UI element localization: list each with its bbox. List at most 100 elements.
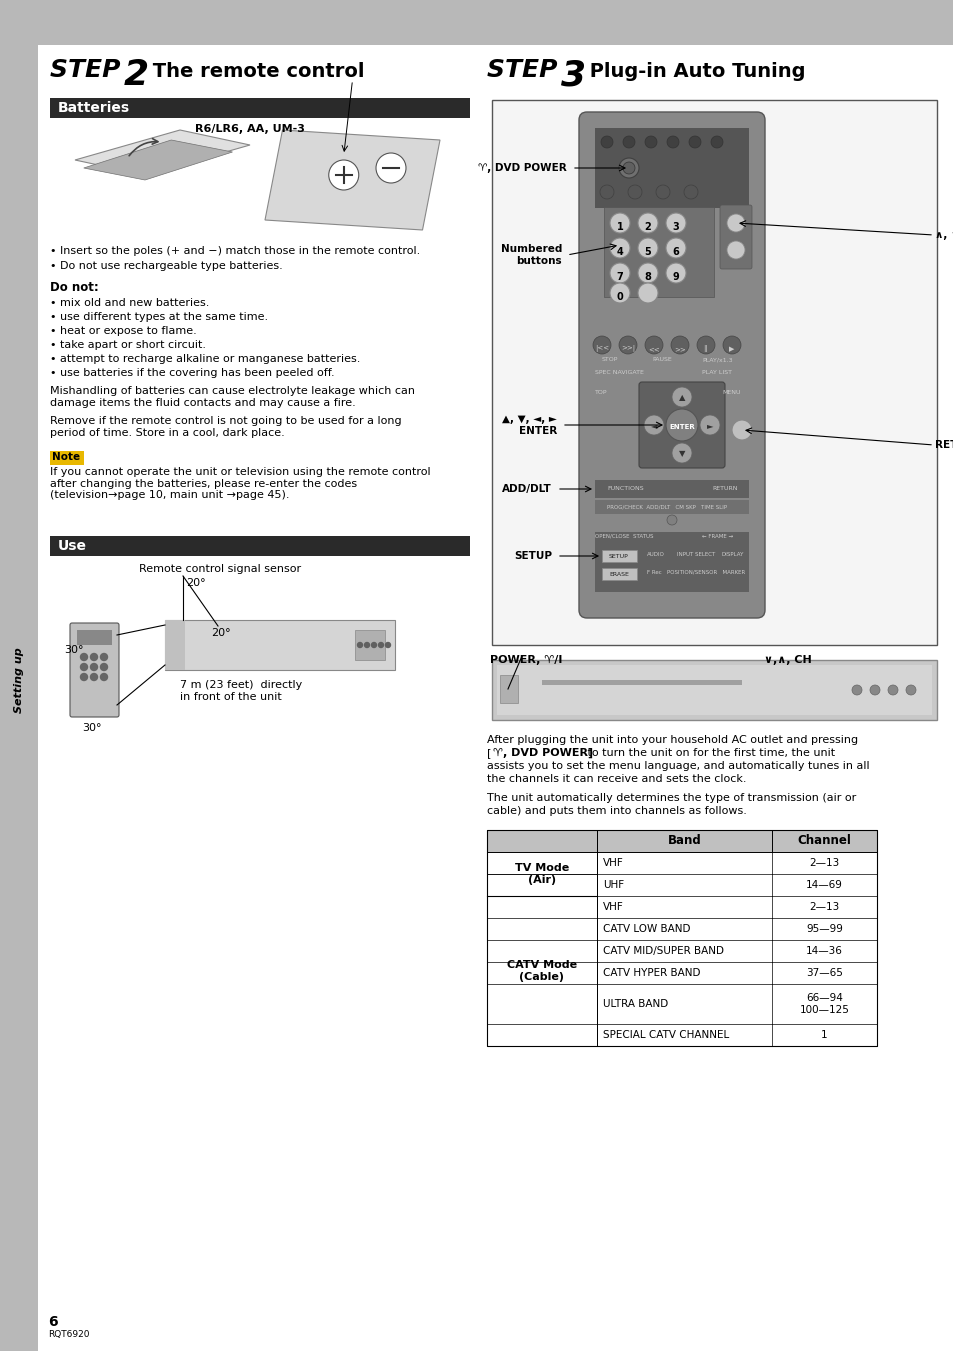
Text: TOP: TOP xyxy=(595,390,607,394)
Text: >>: >> xyxy=(674,346,685,353)
Text: PROG/CHECK  ADD/DLT   CM SKP   TIME SLIP: PROG/CHECK ADD/DLT CM SKP TIME SLIP xyxy=(606,504,726,509)
Text: ▶: ▶ xyxy=(728,346,734,353)
Circle shape xyxy=(726,240,744,259)
Text: 30°: 30° xyxy=(82,723,101,734)
Text: PLAY LIST: PLAY LIST xyxy=(701,370,731,376)
Text: ERASE: ERASE xyxy=(608,571,628,577)
Circle shape xyxy=(622,162,635,174)
FancyBboxPatch shape xyxy=(639,382,724,467)
Bar xyxy=(486,896,876,917)
Text: |<<: |<< xyxy=(595,346,608,353)
Circle shape xyxy=(726,213,744,232)
Text: 20°: 20° xyxy=(186,578,206,588)
Text: ►: ► xyxy=(706,422,713,431)
Polygon shape xyxy=(265,130,439,230)
Bar xyxy=(486,830,876,852)
Text: POWER, ♈/I: POWER, ♈/I xyxy=(490,655,561,665)
Bar xyxy=(499,676,517,703)
Text: 2: 2 xyxy=(644,222,651,232)
Text: The unit automatically determines the type of transmission (air or: The unit automatically determines the ty… xyxy=(486,793,856,802)
FancyBboxPatch shape xyxy=(578,112,764,617)
Bar xyxy=(165,620,395,670)
Text: <<: << xyxy=(647,346,659,353)
Polygon shape xyxy=(75,130,250,176)
Circle shape xyxy=(700,415,720,435)
Text: STEP: STEP xyxy=(50,58,129,82)
Circle shape xyxy=(100,663,108,670)
Text: Do not:: Do not: xyxy=(50,281,99,295)
Text: • use batteries if the covering has been peeled off.: • use batteries if the covering has been… xyxy=(50,367,335,378)
Circle shape xyxy=(91,663,97,670)
Bar xyxy=(595,532,748,592)
Text: RETURN: RETURN xyxy=(934,440,953,450)
Circle shape xyxy=(375,153,406,182)
Text: PAUSE: PAUSE xyxy=(651,357,671,362)
Circle shape xyxy=(688,136,700,149)
Circle shape xyxy=(378,643,383,647)
Circle shape xyxy=(622,136,635,149)
Text: 0: 0 xyxy=(616,292,622,303)
Circle shape xyxy=(609,263,629,282)
Bar xyxy=(0,1305,953,1351)
Circle shape xyxy=(600,136,613,149)
Bar xyxy=(355,630,385,661)
Text: TV Mode
(Air): TV Mode (Air) xyxy=(515,863,569,885)
Circle shape xyxy=(609,282,629,303)
Text: AUDIO: AUDIO xyxy=(646,553,664,557)
Text: ▲: ▲ xyxy=(678,393,684,403)
Bar xyxy=(595,480,748,499)
Text: SPECIAL CATV CHANNEL: SPECIAL CATV CHANNEL xyxy=(602,1029,728,1040)
Circle shape xyxy=(710,136,722,149)
Circle shape xyxy=(665,263,685,282)
Bar xyxy=(492,661,936,720)
Text: Remove if the remote control is not going to be used for a long
period of time. : Remove if the remote control is not goin… xyxy=(50,416,401,438)
Text: • Do not use rechargeable type batteries.: • Do not use rechargeable type batteries… xyxy=(50,261,282,272)
Text: • Insert so the poles (+ and −) match those in the remote control.: • Insert so the poles (+ and −) match th… xyxy=(50,246,420,255)
Text: FUNCTIONS: FUNCTIONS xyxy=(606,486,643,492)
Text: 95—99: 95—99 xyxy=(805,924,842,934)
Circle shape xyxy=(671,386,691,407)
Text: PLAY/x1.3: PLAY/x1.3 xyxy=(701,357,732,362)
Bar xyxy=(492,100,936,644)
Bar xyxy=(165,620,185,670)
Bar xyxy=(0,45,38,1305)
Text: Batteries: Batteries xyxy=(58,101,130,115)
Text: MENU: MENU xyxy=(721,390,740,394)
Text: After plugging the unit into your household AC outlet and pressing: After plugging the unit into your househ… xyxy=(486,735,858,744)
Bar xyxy=(486,984,876,1024)
Text: OPEN/CLOSE  STATUS: OPEN/CLOSE STATUS xyxy=(595,534,653,539)
Circle shape xyxy=(666,515,677,526)
Text: >>|: >>| xyxy=(620,346,635,353)
Bar xyxy=(601,550,637,562)
Bar xyxy=(486,830,876,1046)
Text: 7: 7 xyxy=(616,272,622,282)
Circle shape xyxy=(665,409,698,440)
Circle shape xyxy=(656,185,669,199)
Text: ▲, ▼, ◄, ►
ENTER: ▲, ▼, ◄, ► ENTER xyxy=(501,415,557,436)
Bar xyxy=(603,207,713,297)
Bar xyxy=(0,0,953,45)
Text: ▼: ▼ xyxy=(678,450,684,458)
Circle shape xyxy=(731,420,751,440)
Circle shape xyxy=(329,159,358,190)
Text: Band: Band xyxy=(667,835,700,847)
Text: ∨,∧, CH: ∨,∧, CH xyxy=(763,655,811,665)
Text: CATV MID/SUPER BAND: CATV MID/SUPER BAND xyxy=(602,946,723,957)
Text: RQT6920: RQT6920 xyxy=(48,1329,90,1339)
Text: ADD/DLT: ADD/DLT xyxy=(501,484,552,494)
Text: CATV LOW BAND: CATV LOW BAND xyxy=(602,924,690,934)
Circle shape xyxy=(91,654,97,661)
Text: ♈, DVD POWER]: ♈, DVD POWER] xyxy=(493,748,593,758)
Circle shape xyxy=(91,674,97,681)
Text: ENTER: ENTER xyxy=(668,424,694,430)
Text: ULTRA BAND: ULTRA BAND xyxy=(602,998,667,1009)
Text: SPEC NAVIGATE: SPEC NAVIGATE xyxy=(595,370,643,376)
Text: R6/LR6, AA, UM-3: R6/LR6, AA, UM-3 xyxy=(194,124,305,134)
Bar xyxy=(50,536,470,557)
Circle shape xyxy=(638,282,658,303)
Circle shape xyxy=(364,643,369,647)
Text: 14—69: 14—69 xyxy=(805,880,842,890)
Text: ♈, DVD POWER: ♈, DVD POWER xyxy=(477,163,566,173)
Text: to turn the unit on for the first time, the unit: to turn the unit on for the first time, … xyxy=(583,748,834,758)
Circle shape xyxy=(609,213,629,232)
